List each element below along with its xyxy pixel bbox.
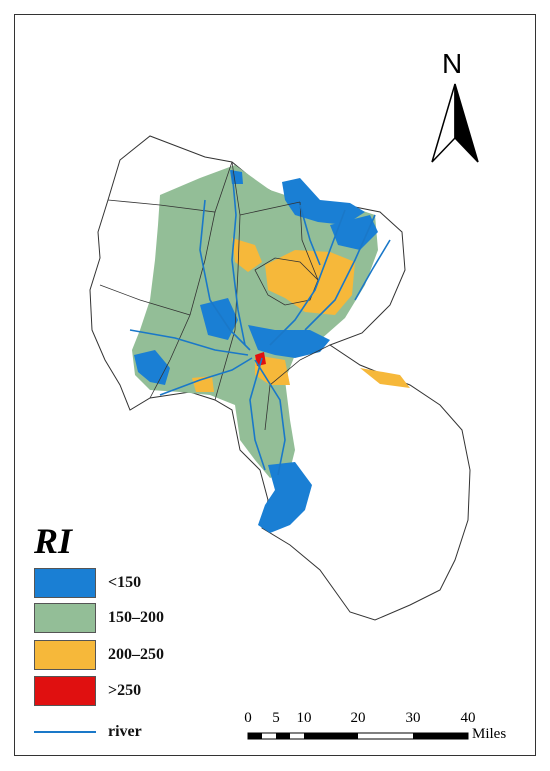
scale-bar-graphic [247,732,469,740]
zone-200-250-d [192,376,214,392]
legend-swatch-150-200 [34,603,96,633]
river-7 [254,359,286,476]
north-arrow-icon [431,83,479,163]
zone-gt250 [255,352,266,366]
district-boundary-5 [254,257,319,306]
river-9 [299,204,321,266]
zone-lt150-east [330,215,378,250]
legend-swatch-gt250 [34,676,96,706]
river-3 [129,329,249,356]
zone-150-200 [132,165,378,478]
legend-label-150-200: 150–200 [108,609,164,626]
zone-200-250-e [360,368,410,388]
scale-unit: Miles [472,726,507,742]
scale-tick-40: 40 [460,710,476,726]
legend-swatch-lt150 [34,568,96,598]
district-boundary-7 [239,201,301,216]
river-network [129,169,391,476]
scale-tick-10: 10 [296,710,312,726]
zone-200-250-b [232,238,262,272]
river-6 [304,214,376,331]
river-2 [199,199,251,351]
river-10 [354,239,391,301]
legend-label-river: river [108,723,142,740]
zone-lt150-south [258,462,312,533]
legend-label-200-250: 200–250 [108,646,164,663]
river-1 [231,169,246,346]
scale-tick-30: 30 [405,710,421,726]
zone-lt150-center [248,325,330,358]
district-boundary-8 [264,344,331,431]
legend-label-lt150: <150 [108,574,142,591]
district-boundary-4 [214,161,241,401]
river-4 [159,357,253,396]
river-5 [269,209,346,346]
legend-title: RI [34,521,73,561]
scale-tick-0: 0 [244,710,252,726]
scale-tick-20: 20 [350,710,366,726]
district-boundary-6 [299,201,319,281]
district-boundary-3 [99,284,191,316]
scale-tick-5: 5 [272,710,280,726]
legend-swatch-200-250 [34,640,96,670]
district-boundary-1 [107,161,233,213]
zone-200-250-a [265,250,355,315]
north-label: N [442,48,463,79]
river-8 [249,357,266,471]
zone-lt150-west [200,298,238,340]
legend-river-line [34,731,96,733]
legend-label-gt250: >250 [108,682,142,699]
